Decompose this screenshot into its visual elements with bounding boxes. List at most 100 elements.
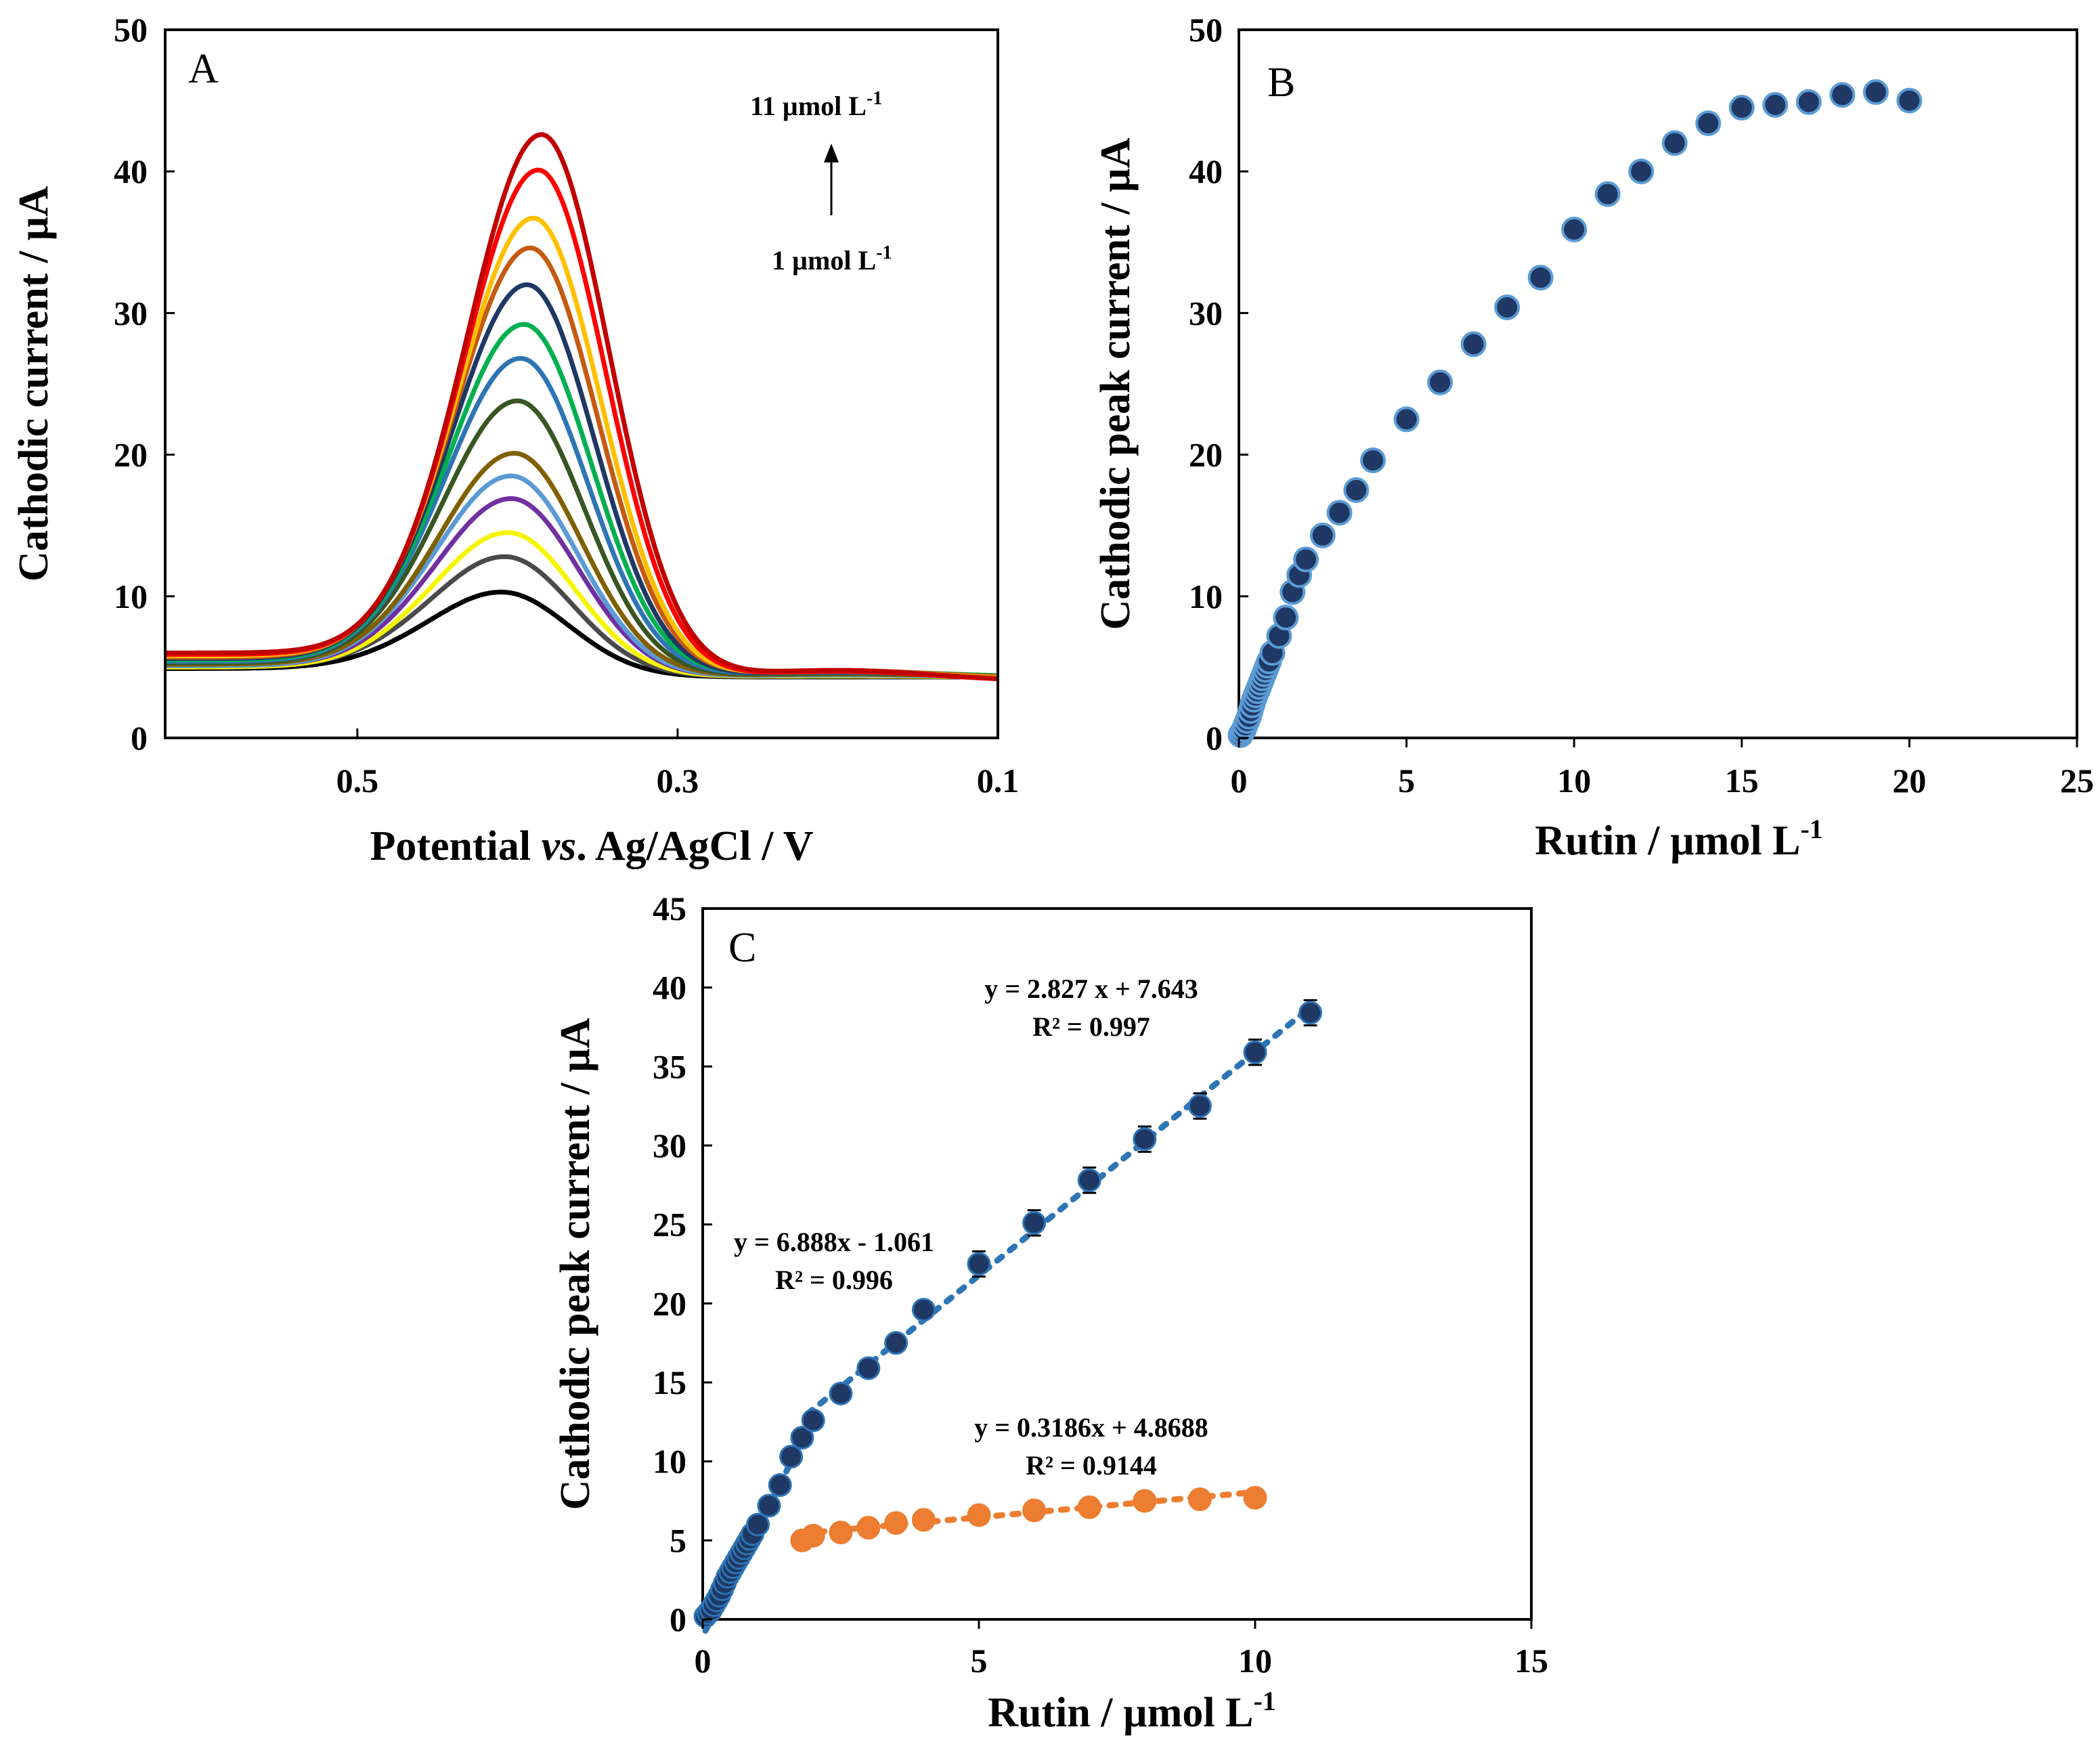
panel-b-y-tick-label: 20 bbox=[1189, 436, 1223, 474]
panel-b-point bbox=[1427, 369, 1453, 395]
panel-b-point bbox=[1326, 500, 1353, 526]
panel-b-point bbox=[1309, 522, 1336, 548]
panel-c-y-axis-label: Cathodic peak current / µA bbox=[552, 1018, 598, 1510]
panel-a-x-tick-label: 0.3 bbox=[657, 762, 699, 800]
panel-b-point bbox=[1594, 181, 1621, 207]
panel-b-point bbox=[1896, 87, 1923, 114]
panel-b-point bbox=[1829, 82, 1856, 108]
fit-low-equation: y = 6.888x - 1.061 bbox=[734, 1227, 934, 1257]
panel-a-y-tick-label: 40 bbox=[114, 152, 148, 190]
panel-c-x-tick-label: 15 bbox=[1514, 1642, 1548, 1680]
panel-c-point-rutin bbox=[1298, 1001, 1323, 1025]
panel-b-y-tick-label: 10 bbox=[1189, 577, 1223, 615]
panel-c-y-tick-label: 20 bbox=[653, 1284, 686, 1322]
panel-b-x-axis-label: Rutin / µmol L-1 bbox=[1535, 814, 1823, 864]
panel-b-x-tick-label: 10 bbox=[1557, 762, 1591, 800]
panel-c-frame bbox=[701, 907, 1533, 1621]
panel-c-point-control bbox=[801, 1523, 825, 1548]
panel-c-x-tick-label: 0 bbox=[695, 1642, 712, 1680]
panel-a-annotation-top: 11 µmol L-1 bbox=[750, 88, 882, 121]
panel-b-label: B bbox=[1267, 60, 1295, 106]
panel-a-curve bbox=[165, 282, 999, 680]
panel-b-point bbox=[1728, 95, 1755, 121]
panel-c-point-rutin bbox=[967, 1252, 991, 1276]
panel-c-y-tick-label: 5 bbox=[670, 1521, 686, 1559]
panel-c-point-control bbox=[1077, 1495, 1101, 1519]
panel-c-x-tick-label: 5 bbox=[971, 1642, 988, 1680]
panel-b-point bbox=[1628, 158, 1655, 185]
panel-b-point bbox=[1695, 110, 1722, 137]
panel-c: 0 5 10 15 20 25 30 35 40 45 0 5 10 15 C y = 2.827 x +… bbox=[552, 890, 1548, 1736]
panel-a-frame bbox=[164, 28, 999, 739]
panel-b: 0 10 20 30 40 50 0 5 10 15 20 25 B Rutin / µmol L-1… bbox=[1093, 11, 2094, 864]
panel-c-point-rutin bbox=[1077, 1168, 1101, 1192]
panel-b-x-tick-label: 20 bbox=[1892, 762, 1926, 800]
panel-b-y-tick-label: 50 bbox=[1189, 11, 1223, 49]
panel-b-point bbox=[1561, 216, 1588, 242]
panel-c-point-control bbox=[911, 1508, 936, 1532]
panel-c-point-control bbox=[856, 1516, 881, 1540]
fit-control-equation: y = 0.3186x + 4.8688 bbox=[974, 1412, 1208, 1443]
panel-c-point-rutin bbox=[790, 1426, 814, 1450]
panel-c-y-tick-label: 15 bbox=[653, 1363, 686, 1401]
panel-a-x-tick-label: 0.5 bbox=[336, 762, 379, 800]
panel-c-point-control bbox=[1187, 1487, 1212, 1512]
panel-a-y-tick-label: 10 bbox=[114, 577, 148, 615]
panel-c-point-rutin bbox=[829, 1381, 853, 1405]
panel-c-point-control bbox=[884, 1511, 909, 1535]
panel-a: 0 10 20 30 40 50 0.5 0.3 0.1 A 11 µmol L-1 1 µmo… bbox=[11, 11, 1019, 869]
panel-b-y-axis-label: Cathodic peak current / µA bbox=[1093, 137, 1139, 630]
panel-c-y-tick-label: 10 bbox=[653, 1443, 686, 1481]
panel-c-point-rutin bbox=[856, 1356, 881, 1380]
panel-a-arrowhead bbox=[824, 144, 839, 162]
panel-b-point bbox=[1343, 477, 1370, 503]
panel-a-x-tick-label: 0.1 bbox=[977, 762, 1020, 800]
panel-a-y-tick-label: 30 bbox=[114, 294, 148, 332]
panel-b-y-tick-label: 0 bbox=[1206, 719, 1223, 757]
panel-b-x-tick-label: 25 bbox=[2060, 762, 2094, 800]
panel-b-ticks: 0 10 20 30 40 50 0 5 10 15 20 25 bbox=[1189, 11, 2094, 800]
panel-c-point-rutin bbox=[746, 1512, 770, 1537]
panel-b-x-tick-label: 15 bbox=[1725, 762, 1759, 800]
panel-c-y-tick-label: 30 bbox=[653, 1127, 686, 1164]
panel-b-point bbox=[1494, 294, 1521, 321]
panel-c-point-rutin bbox=[1022, 1210, 1047, 1235]
panel-c-points bbox=[693, 999, 1323, 1628]
panel-b-y-tick-label: 40 bbox=[1189, 152, 1223, 190]
panel-c-point-control bbox=[829, 1521, 853, 1545]
fit-high-equation: y = 2.827 x + 7.643 bbox=[984, 974, 1198, 1004]
panel-c-x-tick-label: 10 bbox=[1238, 1642, 1272, 1680]
panel-b-points bbox=[1227, 79, 1923, 748]
panel-b-x-tick-label: 0 bbox=[1231, 762, 1248, 800]
panel-b-frame bbox=[1238, 28, 2078, 739]
panel-c-y-tick-label: 45 bbox=[653, 890, 686, 927]
panel-a-y-tick-label: 0 bbox=[131, 719, 148, 757]
panel-c-point-rutin bbox=[757, 1493, 781, 1518]
panel-a-y-axis-label: Cathodic current / µA bbox=[11, 186, 57, 582]
panel-a-label: A bbox=[188, 46, 219, 92]
panel-a-curve bbox=[165, 355, 999, 678]
panel-c-point-rutin bbox=[884, 1331, 909, 1355]
panel-c-label: C bbox=[728, 925, 756, 971]
panel-b-point bbox=[1661, 130, 1688, 156]
panel-c-fit-high-line bbox=[804, 1004, 1314, 1417]
panel-b-point bbox=[1460, 331, 1487, 357]
panel-a-curves bbox=[165, 132, 999, 682]
panel-c-point-control bbox=[1133, 1489, 1157, 1513]
panel-b-point bbox=[1862, 79, 1889, 106]
panel-c-point-control bbox=[1243, 1485, 1267, 1510]
panel-a-annotation-bottom: 1 µmol L-1 bbox=[772, 242, 892, 276]
panel-c-y-tick-label: 25 bbox=[653, 1206, 686, 1244]
panel-c-x-axis-label: Rutin / µmol L-1 bbox=[988, 1686, 1276, 1736]
panel-c-point-rutin bbox=[779, 1445, 804, 1469]
panel-a-y-tick-label: 50 bbox=[114, 11, 148, 49]
panel-b-point bbox=[1293, 546, 1319, 573]
panel-b-point bbox=[1527, 265, 1554, 291]
fit-control-r2: R² = 0.9144 bbox=[1026, 1450, 1157, 1481]
panel-b-point bbox=[1360, 447, 1386, 473]
panel-a-curve bbox=[165, 132, 999, 681]
panel-b-x-tick-label: 5 bbox=[1398, 762, 1415, 800]
fit-high-r2: R² = 0.997 bbox=[1032, 1011, 1150, 1042]
panel-b-y-tick-label: 30 bbox=[1189, 294, 1223, 332]
